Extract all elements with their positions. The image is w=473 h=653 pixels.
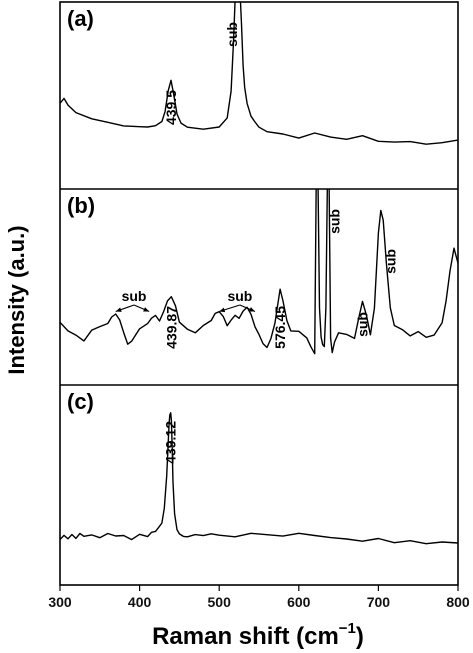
peak-annotation: 439.5 (163, 90, 179, 125)
x-tick-label: 800 (446, 594, 470, 610)
spectrum-line (60, 189, 458, 355)
panel-1: (b) sub 439.87 sub 576.45 sub sub sub (60, 189, 458, 355)
spectrum-line (60, 2, 458, 145)
peak-annotation: 439.12 (163, 421, 179, 464)
x-tick-label: 700 (367, 594, 391, 610)
panel-label: (b) (67, 193, 95, 218)
plot-border (59, 1, 459, 586)
peak-annotation: sub (227, 288, 252, 304)
x-tick-label: 500 (208, 594, 232, 610)
panel-2: (c) 439.12 (60, 389, 458, 545)
panels: (a) 439.5 sub (b) sub 439.87 sub 576.45 sub sub su… (60, 2, 458, 545)
peak-annotation: 576.45 (272, 306, 288, 349)
x-tick-label: 300 (48, 594, 72, 610)
peak-annotation: sub (224, 22, 240, 47)
arrowhead (115, 307, 122, 312)
peak-annotation: sub (327, 209, 343, 234)
plot-frame (59, 1, 459, 586)
x-tick-label: 600 (287, 594, 311, 610)
panel-0: (a) 439.5 sub (60, 2, 458, 145)
spectrum-line (60, 412, 458, 545)
peak-annotation: sub (382, 249, 398, 274)
x-axis-ticks: 300 400 500 600 700 800 (48, 585, 470, 610)
y-axis-label: Intensity (a.u.) (4, 225, 29, 374)
peak-annotation: 439.87 (163, 306, 179, 349)
panel-label: (c) (67, 389, 94, 414)
x-axis-label: Raman shift (cm−1) (152, 620, 364, 650)
x-tick-label: 400 (128, 594, 152, 610)
arrowhead (249, 307, 256, 312)
peak-annotation: sub (122, 288, 147, 304)
arrowhead (143, 307, 150, 312)
peak-annotation: sub (354, 312, 370, 337)
arrowhead (219, 307, 226, 313)
panel-label: (a) (67, 6, 94, 31)
